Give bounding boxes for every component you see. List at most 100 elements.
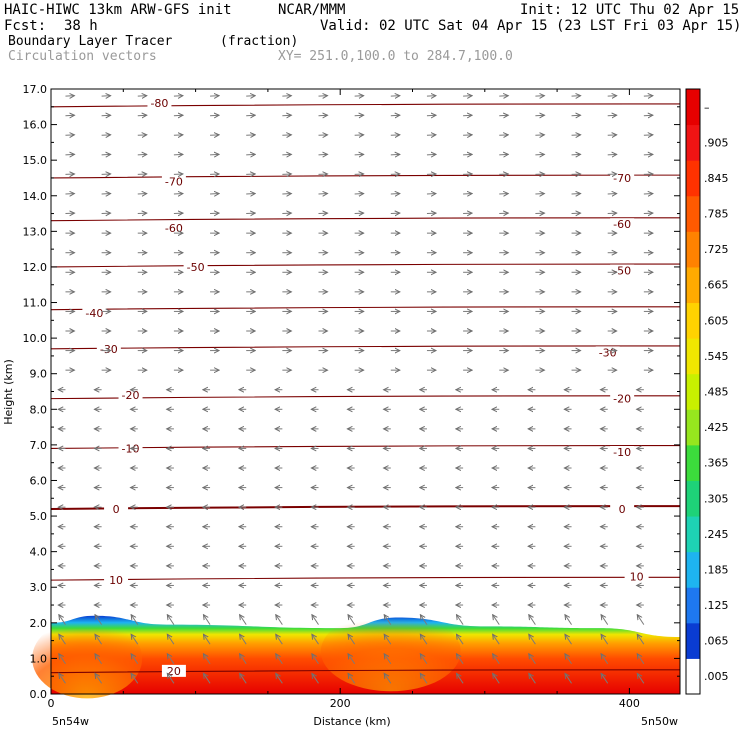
y-tick-label: 11.0	[23, 297, 48, 310]
isotherm-label: -80	[150, 97, 168, 110]
colorbar-swatch	[686, 622, 700, 659]
colorbar-label: .065	[704, 635, 729, 648]
tracer-maximum-west	[32, 618, 143, 699]
isotherm-label: -60	[613, 218, 631, 231]
circulation-vector	[529, 673, 536, 684]
circulation-vector	[95, 673, 103, 684]
circulation-vector	[95, 615, 103, 625]
y-tick-label: 14.0	[23, 190, 48, 203]
colorbar-label: .125	[704, 599, 729, 612]
colorbar-swatch	[686, 444, 700, 481]
circulation-vector	[167, 673, 175, 684]
colorbar-swatch	[686, 551, 700, 588]
circulation-vector	[420, 634, 428, 645]
circulation-vector	[348, 673, 356, 684]
circulation-vector	[493, 615, 500, 625]
circulation-vector	[131, 615, 139, 625]
circulation-vector	[384, 654, 392, 665]
circulation-vector	[95, 634, 103, 645]
isotherm-line	[50, 306, 681, 311]
isotherm-label-bg	[147, 97, 172, 110]
isotherm-label-bg	[82, 307, 107, 320]
isotherm-line	[50, 345, 681, 350]
colorbar-swatch	[686, 409, 700, 446]
circulation-vector	[637, 673, 645, 684]
model-title: HAIC-HIWC 13km ARW-GFS init	[4, 2, 232, 18]
y-tick-label: 8.0	[30, 403, 48, 416]
colorbar-label: .545	[704, 350, 729, 363]
isotherm-line	[50, 395, 681, 400]
y-tick-label: 3.0	[30, 581, 48, 594]
colorbar-label: .845	[704, 172, 729, 185]
isotherm-label-bg	[183, 260, 208, 273]
isotherm-line	[50, 217, 681, 222]
x-end-location: 5n50w	[641, 715, 678, 728]
circulation-vector	[420, 654, 428, 665]
colorbar-label: .485	[704, 386, 729, 399]
fcst-label: Fcst:	[4, 18, 47, 34]
isotherm-label: -20	[613, 393, 631, 406]
isotherm-label: -50	[613, 265, 631, 278]
isotherm-label: -30	[599, 346, 617, 359]
y-tick-label: 6.0	[30, 474, 48, 487]
circulation-vector	[203, 654, 211, 665]
circulation-vector	[276, 634, 283, 645]
circulation-vector	[565, 615, 572, 625]
circulation-vector	[637, 654, 645, 665]
circulation-vector	[59, 634, 66, 645]
isotherm-label-bg	[624, 570, 649, 583]
isotherm-label: 0	[619, 503, 626, 516]
y-tick-label: 1.0	[30, 652, 48, 665]
colorbar-label: –	[704, 101, 710, 114]
circulation-vector	[59, 673, 66, 684]
y-tick-label: 13.0	[23, 225, 48, 238]
field-name: Boundary Layer Tracer	[8, 34, 173, 49]
circulation-vector	[348, 634, 356, 645]
y-tick-label: 17.0	[23, 83, 48, 96]
isotherm-label: 10	[630, 571, 644, 584]
circulation-vector	[167, 634, 175, 645]
circulation-vector	[529, 634, 536, 645]
colorbar-label: .905	[704, 136, 729, 149]
circulation-vector	[601, 654, 609, 665]
valid-time: Valid: 02 UTC Sat 04 Apr 15 (23 LST Fri …	[320, 18, 740, 34]
colorbar-label: .725	[704, 243, 729, 256]
circulation-vector	[59, 654, 66, 665]
isotherm-line	[50, 445, 681, 449]
x-tick-label: 0	[48, 697, 55, 710]
circulation-vector	[384, 673, 392, 684]
circulation-vector	[384, 615, 392, 625]
colorbar-label: .305	[704, 492, 729, 505]
circulation-vector	[167, 615, 175, 625]
circulation-vector	[59, 615, 66, 625]
circulation-vector	[203, 673, 211, 684]
colorbar-swatch	[686, 89, 700, 126]
circulation-vector	[240, 615, 247, 625]
init-time: Init: 12 UTC Thu 02 Apr 15	[520, 2, 740, 18]
y-tick-label: 2.0	[30, 617, 48, 630]
circulation-vector	[312, 615, 319, 625]
circulation-vector	[312, 654, 319, 665]
colorbar-swatch	[686, 516, 700, 553]
fcst-value: 38 h	[64, 18, 98, 34]
colorbar-label: .365	[704, 457, 729, 470]
circulation-vector	[131, 673, 139, 684]
isotherm-line	[50, 174, 681, 179]
isotherm-label-bg	[104, 574, 129, 587]
circulation-vector	[565, 673, 572, 684]
colorbar-swatch	[686, 124, 700, 161]
overlay-name: Circulation vectors	[8, 49, 157, 64]
y-axis-label: Height (km)	[2, 359, 15, 425]
isotherm-label: -70	[165, 176, 183, 189]
colorbar-swatch	[686, 302, 700, 339]
circulation-vector	[493, 673, 500, 684]
circulation-vector	[312, 634, 319, 645]
isotherm-label: -10	[613, 446, 631, 459]
colorbar-label: .005	[704, 670, 729, 683]
isotherm-label-bg	[118, 389, 143, 402]
colorbar-label: .185	[704, 563, 729, 576]
colorbar-swatch	[686, 338, 700, 375]
circulation-vector	[457, 654, 464, 665]
colorbar-label: .605	[704, 314, 729, 327]
